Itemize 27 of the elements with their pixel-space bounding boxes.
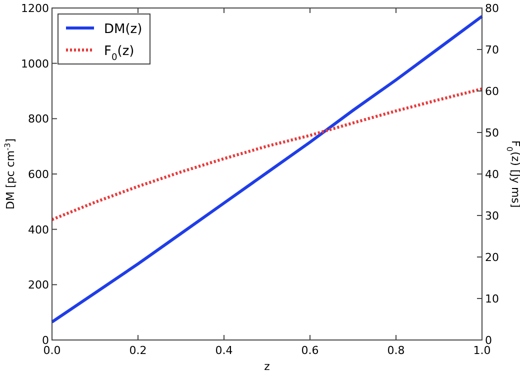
line-series [50,14,484,324]
x-tick-label: 1.0 [473,344,491,357]
y-tick-label: 400 [28,223,49,236]
y2-tick-label: 0 [485,334,492,347]
y2-tick-label: 10 [485,292,499,306]
y-tick-label: 1000 [21,57,49,70]
x-tick-label: 0.8 [387,344,405,357]
y2-tick-label: 70 [485,44,499,56]
y2-tick-label: 40 [485,168,499,181]
y2-tick-label: 30 [485,210,499,222]
x-tick-label: 0.0 [43,344,61,357]
x-tick-label: 0.2 [129,344,147,357]
y2-tick-label: 50 [485,126,499,140]
legend-label: DM(z) [104,22,142,37]
y2-tick-label: 60 [485,85,499,98]
y-tick-label: 0 [42,334,49,347]
x-tick-label: 0.4 [215,344,233,357]
y2-tick-label: 20 [485,251,499,264]
y-tick-label: 1200 [21,2,49,15]
y-tick-label: 200 [28,278,49,292]
y-tick-label: 800 [28,112,49,126]
y-tick-label: 600 [28,168,49,181]
legend-label: F$_{0}$(z) [104,44,134,63]
x-axis-title: z [264,360,270,373]
x-tick-label: 0.6 [301,344,319,357]
line-series [50,87,484,222]
y2-tick-label: 80 [485,2,499,15]
